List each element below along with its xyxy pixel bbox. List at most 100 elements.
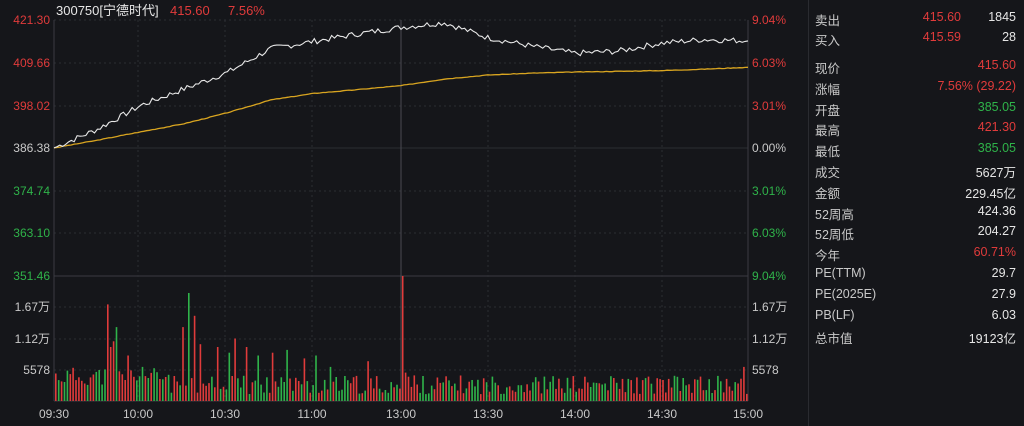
volume-bar	[445, 376, 447, 401]
volume-bar	[468, 381, 470, 401]
volume-bar	[390, 382, 392, 401]
volume-bar	[176, 381, 178, 401]
price-axis-label: 374.74	[13, 184, 50, 198]
volume-bar	[636, 377, 638, 401]
average-price-line	[53, 66, 749, 149]
volume-bar	[162, 379, 164, 401]
volume-bar	[260, 384, 262, 401]
volume-bar	[650, 383, 653, 401]
volume-bar	[188, 293, 190, 401]
sell-price: 415.60	[922, 10, 961, 24]
volume-bar	[309, 392, 311, 401]
volume-bar	[55, 373, 57, 401]
quote-label: 现价	[815, 62, 841, 76]
volume-bar	[240, 387, 242, 401]
volume-bar	[491, 376, 494, 401]
volume-bar	[292, 390, 294, 401]
volume-bar	[341, 389, 343, 401]
volume-bar	[534, 377, 537, 401]
volume-bar	[153, 368, 155, 401]
volume-bar	[720, 381, 722, 401]
volume-bar	[552, 376, 554, 401]
volume-bar	[315, 355, 317, 401]
volume-bar	[456, 390, 459, 401]
volume-bar	[173, 376, 176, 401]
volume-bar	[199, 344, 202, 401]
volume-bar	[274, 381, 277, 401]
volume-bar	[647, 376, 650, 401]
volume-bar	[69, 374, 72, 401]
volume-bar	[641, 380, 644, 401]
volume-bar	[584, 376, 586, 401]
header-change-pct: 7.56%	[228, 3, 265, 18]
volume-bar	[529, 390, 531, 401]
volume-bar	[462, 393, 465, 401]
volume-bar	[673, 375, 676, 401]
volume-axis-label: 1.67万	[15, 300, 50, 314]
quote-row: 成交 5627万	[809, 158, 1024, 180]
volume-bar	[572, 376, 575, 401]
volume-bar	[667, 378, 670, 401]
quote-label: 金额	[815, 186, 841, 201]
volume-bar	[448, 380, 450, 401]
volume-bar	[329, 366, 332, 401]
volume-bar	[306, 381, 309, 401]
volume-bar	[335, 377, 337, 401]
intraday-chart[interactable]: 421.30 409.66 398.02 386.38 374.74 363.10 351.…	[0, 0, 808, 426]
price-axis-label: 351.46	[13, 269, 50, 283]
volume-bar	[245, 347, 248, 401]
volume-bar	[679, 391, 682, 401]
volume-bar	[410, 386, 413, 401]
volume-bar	[731, 390, 734, 401]
volume-bar	[193, 315, 196, 401]
volume-bar	[216, 347, 219, 401]
volume-bar	[592, 382, 595, 401]
volume-bar	[546, 389, 549, 401]
volume-bar	[222, 386, 225, 401]
volume-bar	[208, 383, 210, 401]
volume-bar	[436, 377, 439, 401]
quote-label: 52周低	[815, 228, 854, 243]
volume-bar	[133, 376, 135, 401]
pct-axis-label: 0.00%	[752, 141, 786, 155]
time-axis-label: 09:30	[39, 407, 69, 421]
volume-bar	[474, 386, 476, 401]
volume-bar	[150, 372, 152, 401]
volume-bar	[130, 370, 132, 401]
volume-bar	[407, 376, 410, 401]
volume-bar	[665, 392, 667, 401]
volume-bar	[558, 378, 560, 401]
volume-bar	[92, 374, 95, 401]
volume-bar	[101, 384, 103, 401]
pct-axis-label: 9.04%	[752, 269, 786, 283]
sell-label: 卖出	[815, 14, 841, 28]
volume-bar	[185, 385, 187, 401]
quote-row: 52周高 424.36	[809, 200, 1024, 222]
volume-bar	[416, 384, 418, 401]
volume-bar	[699, 376, 702, 401]
volume-bar	[561, 388, 563, 401]
volume-bar	[696, 379, 699, 401]
volume-bar	[439, 382, 442, 401]
volume-bar	[121, 374, 124, 401]
volume-bar	[734, 382, 736, 401]
volume-bar	[104, 369, 106, 401]
volume-bar	[598, 383, 601, 401]
volume-axis-label: 1.12万	[15, 332, 50, 346]
volume-bar	[393, 387, 395, 401]
volume-bar	[566, 377, 569, 401]
volume-bar	[740, 378, 742, 401]
volume-bar	[89, 377, 92, 401]
volume-bar	[289, 378, 291, 401]
quote-value: 204.27	[977, 224, 1016, 239]
volume-bar	[488, 391, 491, 401]
volume-bar	[263, 392, 265, 401]
volume-bar	[555, 388, 557, 401]
quote-value: 415.60	[977, 58, 1016, 72]
volume-bar	[297, 381, 300, 401]
volume-bar	[138, 376, 141, 401]
volume-bar	[540, 393, 543, 401]
volume-bar	[688, 384, 690, 401]
time-axis-label: 13:00	[386, 407, 416, 421]
volume-bar	[404, 372, 407, 401]
